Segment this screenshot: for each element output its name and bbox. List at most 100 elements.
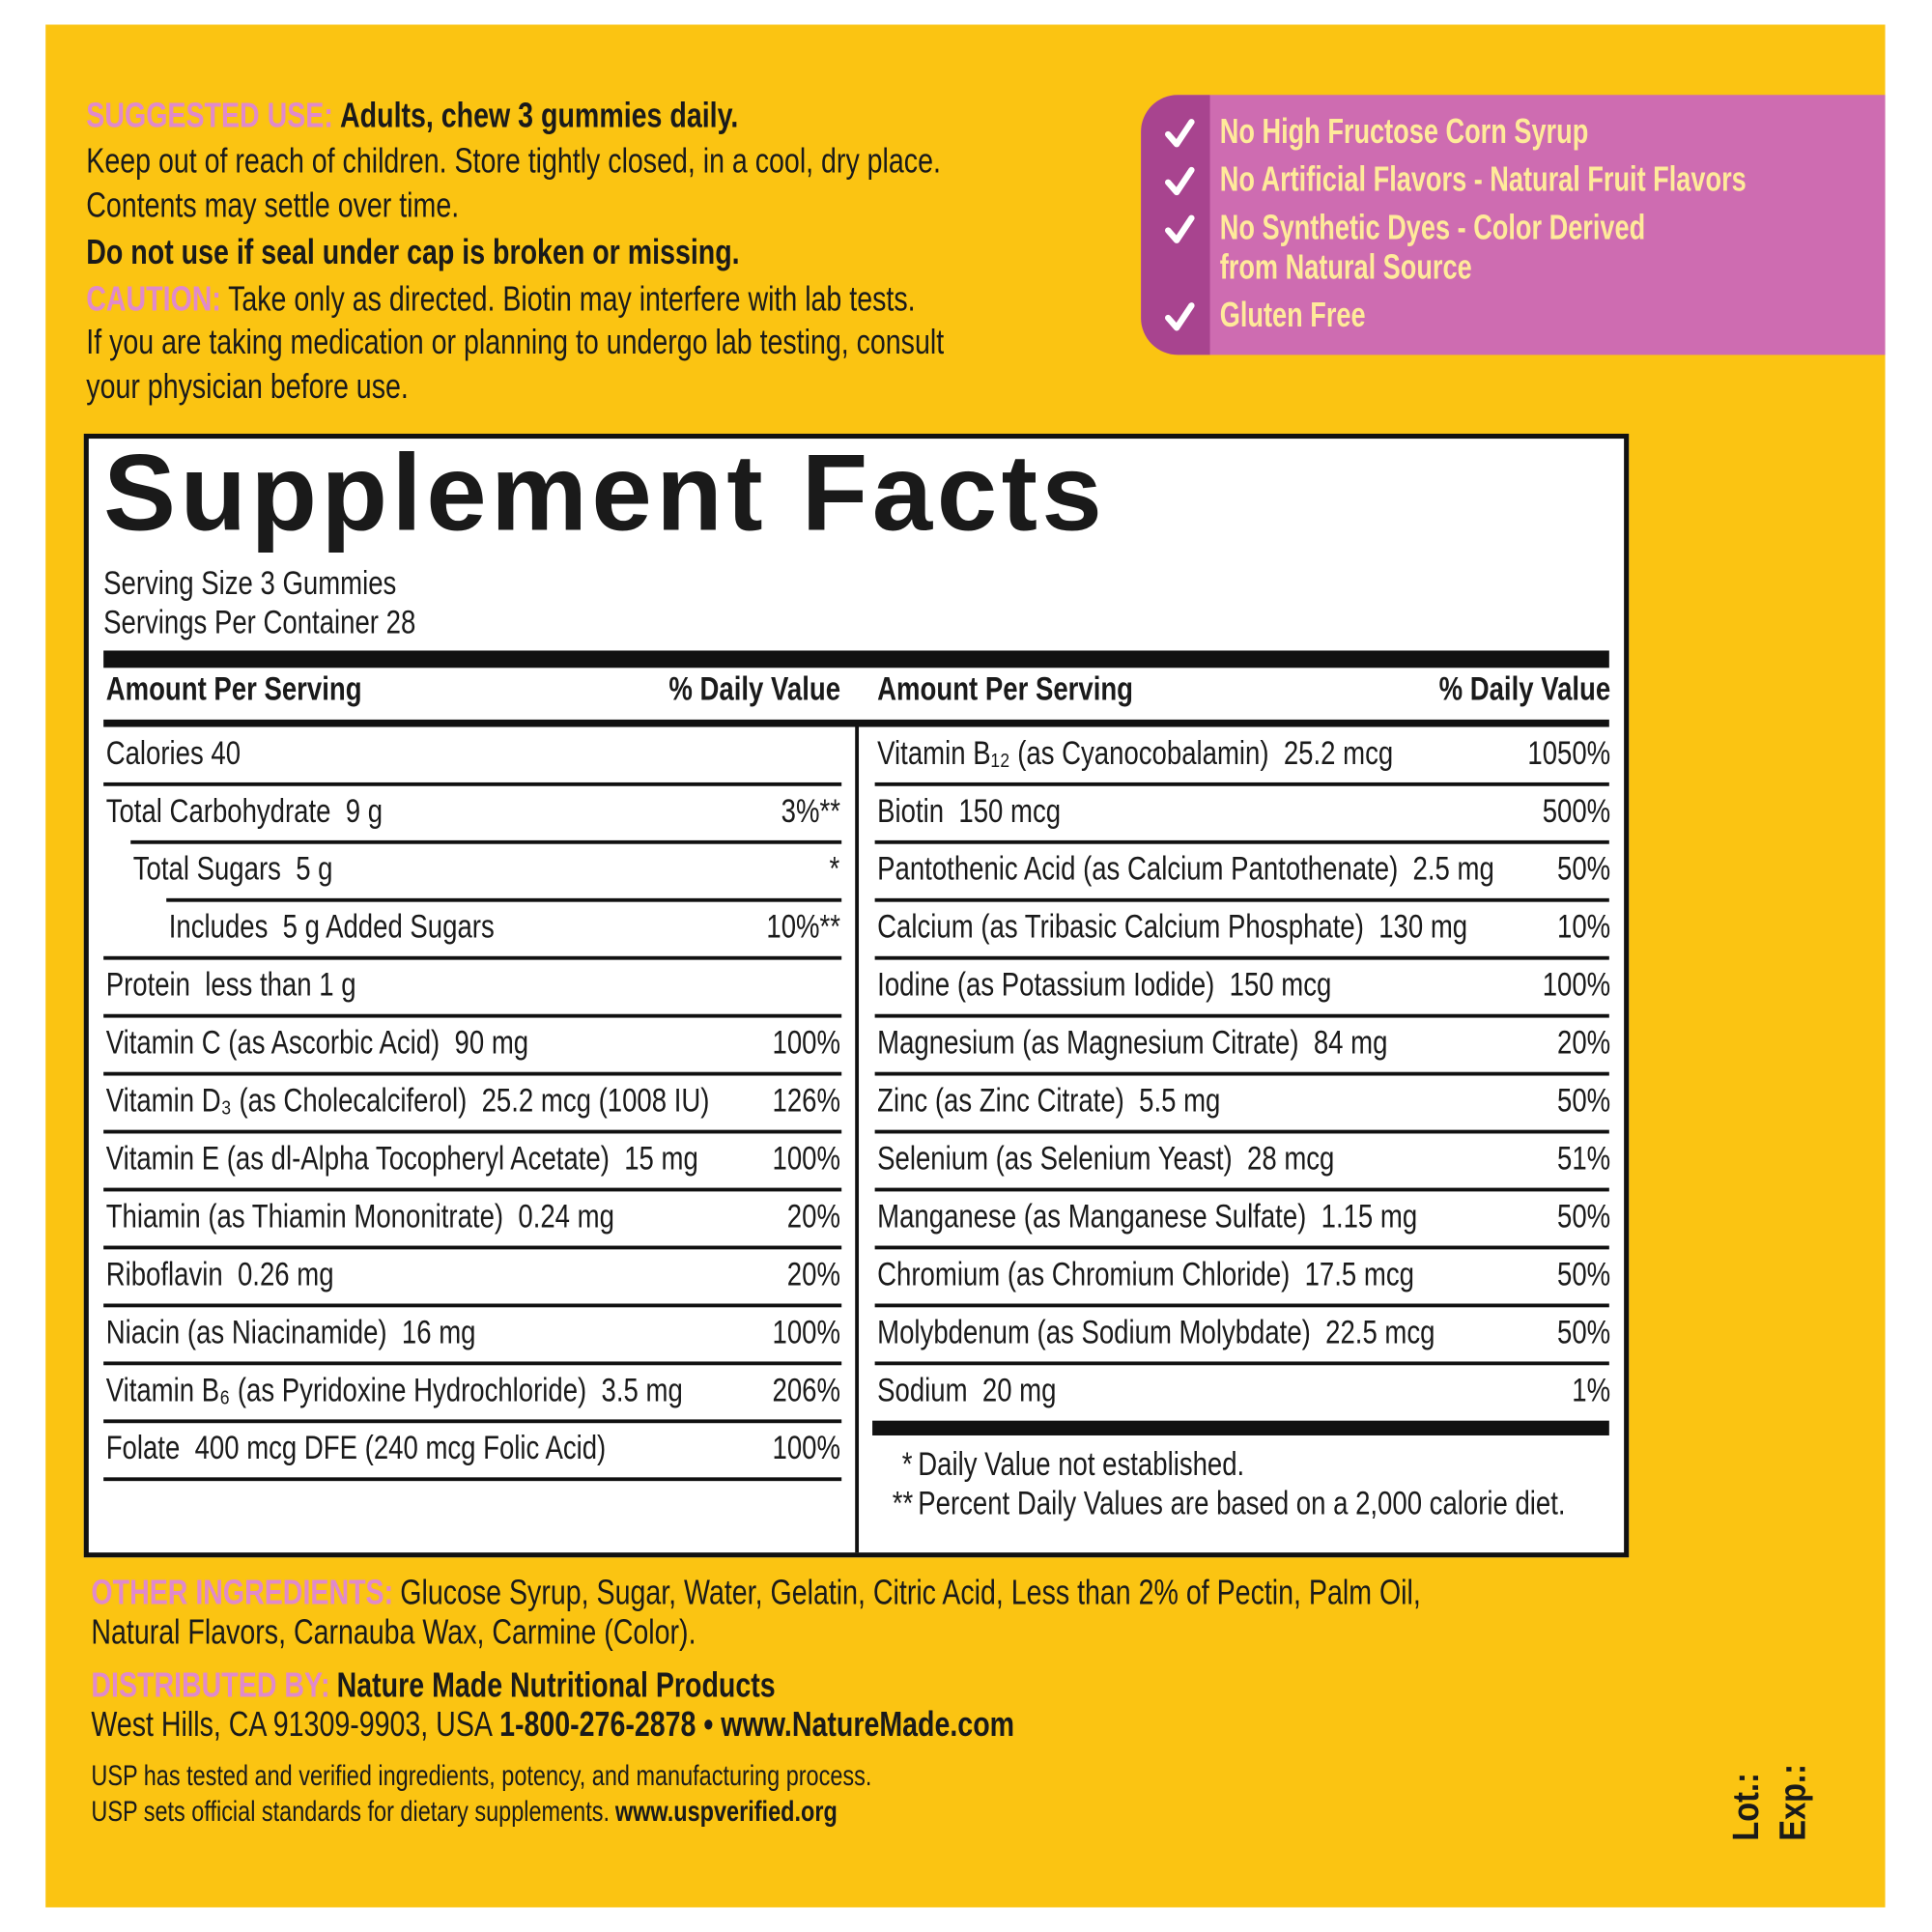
daily-value: 100% (772, 1314, 840, 1351)
text-line: Vitamin B₆ (as Pyridoxine Hydrochloride)… (105, 1372, 683, 1409)
row-rule (103, 1361, 842, 1365)
column-header: Amount Per Serving (105, 670, 362, 708)
text-line: Calories 40 (106, 735, 241, 773)
text-line: 126% (772, 1083, 839, 1121)
text-line: 1% (1572, 1372, 1610, 1409)
nutrient: Vitamin B₁₂ (as Cyanocobalamin) 25.2 mcg (877, 734, 1394, 772)
caution-text: Take only as directed. Biotin may interf… (228, 279, 916, 318)
daily-value: 3%** (781, 792, 840, 830)
text-line: Selenium (as Selenium Yeast) 28 mcg (877, 1140, 1334, 1179)
check-icons (1164, 119, 1195, 331)
text-line: Gluten Free (1220, 296, 1366, 334)
text-line: 500% (1542, 792, 1611, 831)
text-line: Chromium (as Chromium Chloride) 17.5 mcg (877, 1256, 1414, 1293)
claims-box (1141, 95, 1886, 355)
daily-value: 206% (772, 1372, 840, 1409)
text-line: Includes 5 g Added Sugars (168, 908, 495, 947)
usp-text: USP sets official standards for dietary … (91, 1794, 610, 1828)
text-line: No High Fructose Corn Syrup (1220, 112, 1589, 151)
nutrient: Chromium (as Chromium Chloride) 17.5 mcg (877, 1256, 1414, 1293)
text-line: 100% (772, 1140, 840, 1179)
text-line: 10%** (766, 908, 840, 947)
thick-bar (872, 1420, 1609, 1435)
text-line: Do not use if seal under cap is broken o… (86, 232, 740, 271)
usp-url: www.uspverified.org (614, 1794, 838, 1828)
row-rule (874, 898, 1609, 902)
text-line: Amount Per Serving (105, 670, 362, 709)
text-line: Pantothenic Acid (as Calcium Pantothenat… (877, 850, 1494, 889)
text-line: OTHER INGREDIENTS: Glucose Syrup, Sugar, … (91, 1574, 1420, 1612)
nutrient: Vitamin B₆ (as Pyridoxine Hydrochloride)… (105, 1372, 683, 1409)
check-icon (1164, 166, 1195, 196)
text-line: Vitamin D₃ (as Cholecalciferol) 25.2 mcg… (105, 1082, 710, 1121)
row-rule (103, 782, 842, 786)
text-line: Zinc (as Zinc Citrate) 5.5 mg (877, 1082, 1221, 1121)
text-line: 10% (1557, 909, 1610, 947)
row-rule (103, 1072, 842, 1076)
nutrient: Riboflavin 0.26 mg (105, 1256, 334, 1293)
text-line: ** (893, 1486, 913, 1523)
nutrient: Niacin (as Niacinamide) 16 mg (105, 1314, 476, 1351)
storage-text: Keep out of reach of children. Store tig… (86, 141, 941, 180)
text-line: Calcium (as Tribasic Calcium Phosphate) … (877, 908, 1468, 947)
nutrient: Zinc (as Zinc Citrate) 5.5 mg (877, 1082, 1221, 1120)
text-line: Servings Per Container 28 (103, 604, 416, 642)
text-line: SUGGESTED USE: Adults, chew 3 gummies dai… (86, 96, 738, 134)
text-line: Amount Per Serving (877, 670, 1133, 709)
text-line: Natural Flavors, Carnauba Wax, Carmine (… (91, 1612, 696, 1652)
daily-value: 50% (1556, 1256, 1611, 1293)
text-line: Keep out of reach of children. Store tig… (86, 141, 941, 181)
daily-value: 500% (1542, 792, 1611, 830)
text-line: Percent Daily Values are based on a 2,00… (918, 1485, 1566, 1523)
text-line: Total Carbohydrate 9 g (106, 793, 383, 831)
text-line: % Daily Value (1438, 670, 1610, 709)
claim: No Artificial Flavors - Natural Fruit Fl… (1219, 159, 1747, 199)
text-line: Riboflavin 0.26 mg (105, 1256, 334, 1293)
text-line: Folate 400 mcg DFE (240 mcg Folic Acid) (106, 1430, 607, 1467)
text-line: No Synthetic Dyes - Color Derived (1219, 208, 1646, 247)
nutrient: Sodium 20 mg (877, 1372, 1057, 1409)
row-rule (874, 1014, 1609, 1018)
daily-value: 50% (1556, 850, 1611, 888)
daily-value: 10%** (766, 908, 840, 946)
servings-per-container: Servings Per Container 28 (103, 604, 416, 641)
row-rule (874, 1303, 1609, 1307)
nutrient: Calcium (as Tribasic Calcium Phosphate) … (877, 908, 1468, 946)
text-line: Supplement Facts (103, 433, 1106, 553)
footnote: Percent Daily Values are based on a 2,00… (918, 1485, 1566, 1522)
nutrient: Biotin 150 mcg (877, 792, 1062, 830)
text-line: 100% (772, 1314, 840, 1351)
daily-value: 50% (1556, 1314, 1611, 1351)
daily-value: 50% (1556, 1198, 1611, 1236)
row-rule (130, 840, 842, 844)
text-line: 20% (787, 1256, 840, 1293)
text-line: Vitamin C (as Ascorbic Acid) 90 mg (106, 1025, 528, 1063)
claim: No Synthetic Dyes - Color Derived (1219, 208, 1646, 246)
row-rule (874, 956, 1609, 960)
row-rule (103, 956, 842, 960)
text-line: Niacin (as Niacinamide) 16 mg (105, 1314, 476, 1351)
nutrient: Includes 5 g Added Sugars (168, 908, 495, 946)
warning: Do not use if seal under cap is broken o… (86, 232, 740, 271)
nutrient: Vitamin D₃ (as Cholecalciferol) 25.2 mcg… (105, 1082, 710, 1120)
row-rule (874, 1072, 1609, 1076)
row-rule (103, 1245, 842, 1250)
nutrient: Thiamin (as Thiamin Mononitrate) 0.24 mg (105, 1198, 614, 1236)
text-line: 51% (1557, 1140, 1610, 1179)
daily-value: 100% (772, 1140, 840, 1178)
daily-value: 1050% (1527, 734, 1611, 772)
row-rule (874, 840, 1609, 844)
column-header: % Daily Value (668, 670, 840, 708)
text-line: 206% (772, 1372, 840, 1409)
contact: 1-800-276-2878 • www.NatureMade.com (499, 1704, 1015, 1744)
daily-value: * (830, 850, 840, 888)
nutrient: Protein less than 1 g (105, 966, 356, 1004)
header-rule (103, 719, 1609, 727)
text-line: 1050% (1527, 734, 1611, 773)
caution-text: If you are taking medication or planning… (86, 322, 945, 361)
text-line: from Natural Source (1220, 247, 1472, 286)
nutrient: Pantothenic Acid (as Calcium Pantothenat… (877, 850, 1494, 888)
text-line: * (830, 850, 840, 889)
ingredients: Natural Flavors, Carnauba Wax, Carmine (… (91, 1612, 696, 1651)
